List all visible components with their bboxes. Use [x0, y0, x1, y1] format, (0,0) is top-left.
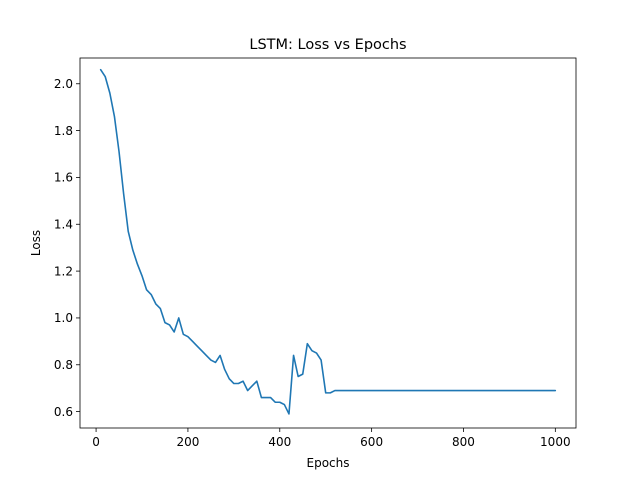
- y-axis-label: Loss: [29, 230, 43, 256]
- x-axis-ticks: 0 200 400 600 800 1000: [92, 428, 571, 449]
- y-tick-label: 1.6: [54, 171, 73, 185]
- y-axis-ticks: 0.6 0.8 1.0 1.2 1.4 1.6 1.8 2.0: [54, 77, 80, 419]
- y-tick-label: 0.8: [54, 358, 73, 372]
- x-tick-label: 200: [176, 435, 199, 449]
- y-tick-label: 0.6: [54, 405, 73, 419]
- chart-title: LSTM: Loss vs Epochs: [249, 37, 406, 53]
- x-tick-label: 400: [268, 435, 291, 449]
- x-axis-label: Epochs: [307, 456, 350, 470]
- y-tick-label: 1.4: [54, 218, 73, 232]
- plot-area: [99, 68, 557, 415]
- y-tick-label: 2.0: [54, 77, 73, 91]
- y-tick-label: 1.2: [54, 264, 73, 278]
- y-tick-label: 1.8: [54, 124, 73, 138]
- x-tick-label: 800: [452, 435, 475, 449]
- x-tick-label: 0: [92, 435, 100, 449]
- x-tick-label: 600: [360, 435, 383, 449]
- axes-frame: [79, 57, 577, 429]
- x-tick-label: 1000: [540, 435, 571, 449]
- loss-series-line: [99, 68, 557, 415]
- y-tick-label: 1.0: [54, 311, 73, 325]
